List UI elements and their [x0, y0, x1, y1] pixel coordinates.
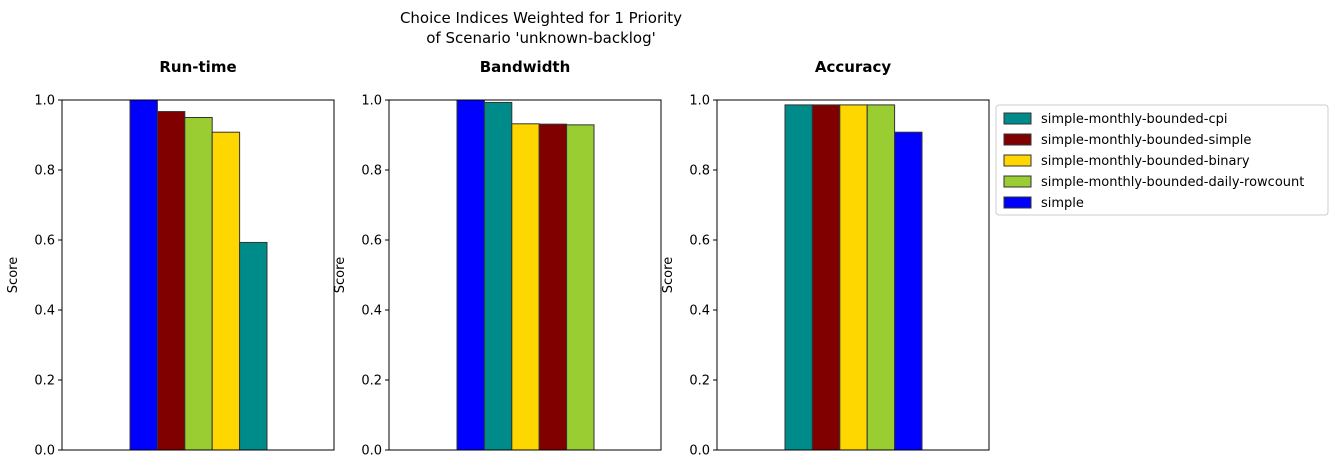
legend-frame — [995, 104, 1329, 216]
y-tick-label-0-4: 0.8 — [34, 164, 55, 179]
chart-panels: 0.0 0.2 0.4 0.6 0.8 1.0 Score Run-time 0.0 0.2 0.4… — [6, 58, 990, 459]
legend-swatch-1 — [1003, 133, 1032, 146]
legend: simple-monthly-bounded-cpi simple-monthly… — [995, 104, 1329, 216]
axes-frame-1 — [388, 99, 662, 451]
y-tick-label-1-1: 0.2 — [361, 374, 382, 389]
bar-1-4 — [566, 124, 595, 451]
legend-label-3: simple-monthly-bounded-daily-rowcount — [1041, 175, 1304, 190]
y-tick-label-1-0: 0.0 — [361, 444, 382, 459]
y-tick-label-1-2: 0.4 — [361, 304, 382, 319]
legend-swatch-0 — [1003, 112, 1032, 125]
bar-1-2 — [511, 123, 540, 451]
bar-2-3 — [866, 104, 896, 451]
y-tick-label-0-2: 0.4 — [34, 304, 55, 319]
y-tick-label-0-3: 0.6 — [34, 234, 55, 249]
y-axis-label-1: Score — [333, 257, 348, 293]
legend-label-1: simple-monthly-bounded-simple — [1041, 133, 1251, 148]
legend-label-0: simple-monthly-bounded-cpi — [1041, 112, 1227, 127]
bar-2-2 — [839, 104, 868, 451]
y-tick-label-2-5: 1.0 — [689, 94, 710, 109]
y-tick-label-2-3: 0.6 — [689, 234, 710, 249]
legend-label-2: simple-monthly-bounded-binary — [1041, 154, 1250, 169]
y-tick-label-2-0: 0.0 — [689, 444, 710, 459]
y-tick-label-1-4: 0.8 — [361, 164, 382, 179]
axes-frame-0 — [61, 99, 335, 451]
bar-2-1 — [811, 104, 841, 451]
legend-label-4: simple — [1041, 196, 1084, 211]
y-axis-label-2: Score — [661, 257, 676, 293]
y-tick-label-2-2: 0.4 — [689, 304, 710, 319]
panel-0: 0.0 0.2 0.4 0.6 0.8 1.0 Score Run-time — [6, 58, 335, 459]
axes-frame-2 — [716, 99, 990, 451]
panel-1: 0.0 0.2 0.4 0.6 0.8 1.0 Score Bandwidth — [333, 58, 662, 459]
bar-2-4 — [894, 131, 923, 451]
legend-swatch-4 — [1003, 196, 1032, 209]
bar-1-0 — [456, 99, 485, 451]
bar-0-4 — [239, 241, 268, 451]
panel-title-1: Bandwidth — [480, 58, 571, 76]
legend-swatch-3 — [1003, 175, 1032, 188]
bar-2-0 — [784, 104, 813, 451]
bar-1-3 — [538, 123, 568, 451]
figure-title-line-2: of Scenario 'unknown-backlog' — [426, 29, 656, 47]
y-tick-label-0-1: 0.2 — [34, 374, 55, 389]
panel-title-0: Run-time — [159, 58, 236, 76]
y-tick-label-0-0: 0.0 — [34, 444, 55, 459]
y-axis-label-0: Score — [6, 257, 21, 293]
panel-title-2: Accuracy — [815, 58, 891, 76]
y-tick-label-1-5: 1.0 — [361, 94, 382, 109]
bar-0-3 — [211, 131, 241, 451]
y-tick-label-0-5: 1.0 — [34, 94, 55, 109]
bar-1-1 — [483, 101, 513, 451]
bar-0-0 — [129, 99, 158, 451]
legend-swatch-2 — [1003, 154, 1032, 167]
figure-title-line-1: Choice Indices Weighted for 1 Priority — [400, 9, 682, 27]
y-tick-label-2-4: 0.8 — [689, 164, 710, 179]
bar-0-2 — [184, 117, 213, 451]
y-tick-label-1-3: 0.6 — [361, 234, 382, 249]
panel-2: 0.0 0.2 0.4 0.6 0.8 1.0 Score Accuracy — [661, 58, 990, 459]
bar-0-1 — [156, 111, 186, 451]
y-tick-label-2-1: 0.2 — [689, 374, 710, 389]
